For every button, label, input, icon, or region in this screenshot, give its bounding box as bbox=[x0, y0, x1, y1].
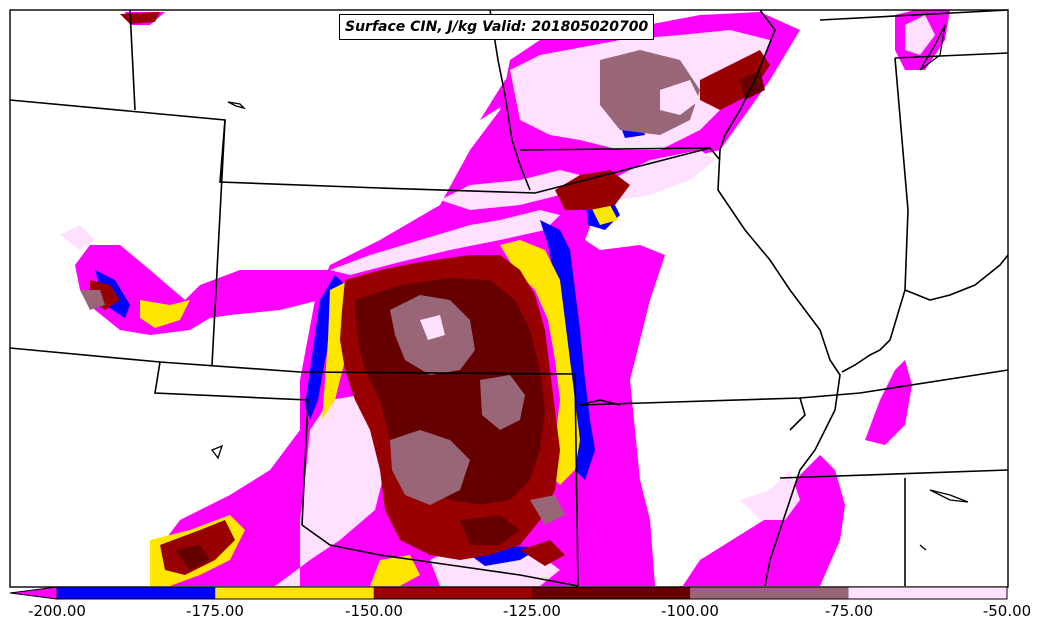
colorbar-tick-label: -175.00 bbox=[186, 602, 244, 620]
colorbar-tick-label: -200.00 bbox=[28, 602, 86, 620]
colorbar-tick-label: -150.00 bbox=[345, 602, 403, 620]
colorbar-bin bbox=[848, 587, 1007, 599]
map-title: Surface CIN, J/kg Valid: 201805020700 bbox=[339, 14, 655, 40]
colorbar-bin bbox=[57, 587, 216, 599]
colorbar-tick-label: -75.00 bbox=[824, 602, 874, 620]
colorbar-tick-label: -50.00 bbox=[982, 602, 1032, 620]
colorbar-bins bbox=[57, 587, 1007, 599]
colorbar bbox=[9, 586, 1008, 600]
state-boundaries bbox=[9, 9, 1009, 587]
colorbar-underflow-triangle bbox=[9, 586, 58, 600]
river-boundaries bbox=[579, 9, 1009, 587]
colorbar-bin bbox=[373, 587, 532, 599]
colorbar-bin bbox=[215, 587, 374, 599]
colorbar-border bbox=[56, 586, 1008, 600]
colorbar-tick-label: -100.00 bbox=[661, 602, 719, 620]
colorbar-bin bbox=[532, 587, 691, 599]
cin-band-pink-islands bbox=[420, 70, 700, 340]
colorbar-tick-label: -125.00 bbox=[503, 602, 561, 620]
colorbar-bin bbox=[690, 587, 849, 599]
cin-field bbox=[60, 10, 950, 590]
lake-outlines bbox=[210, 24, 969, 551]
